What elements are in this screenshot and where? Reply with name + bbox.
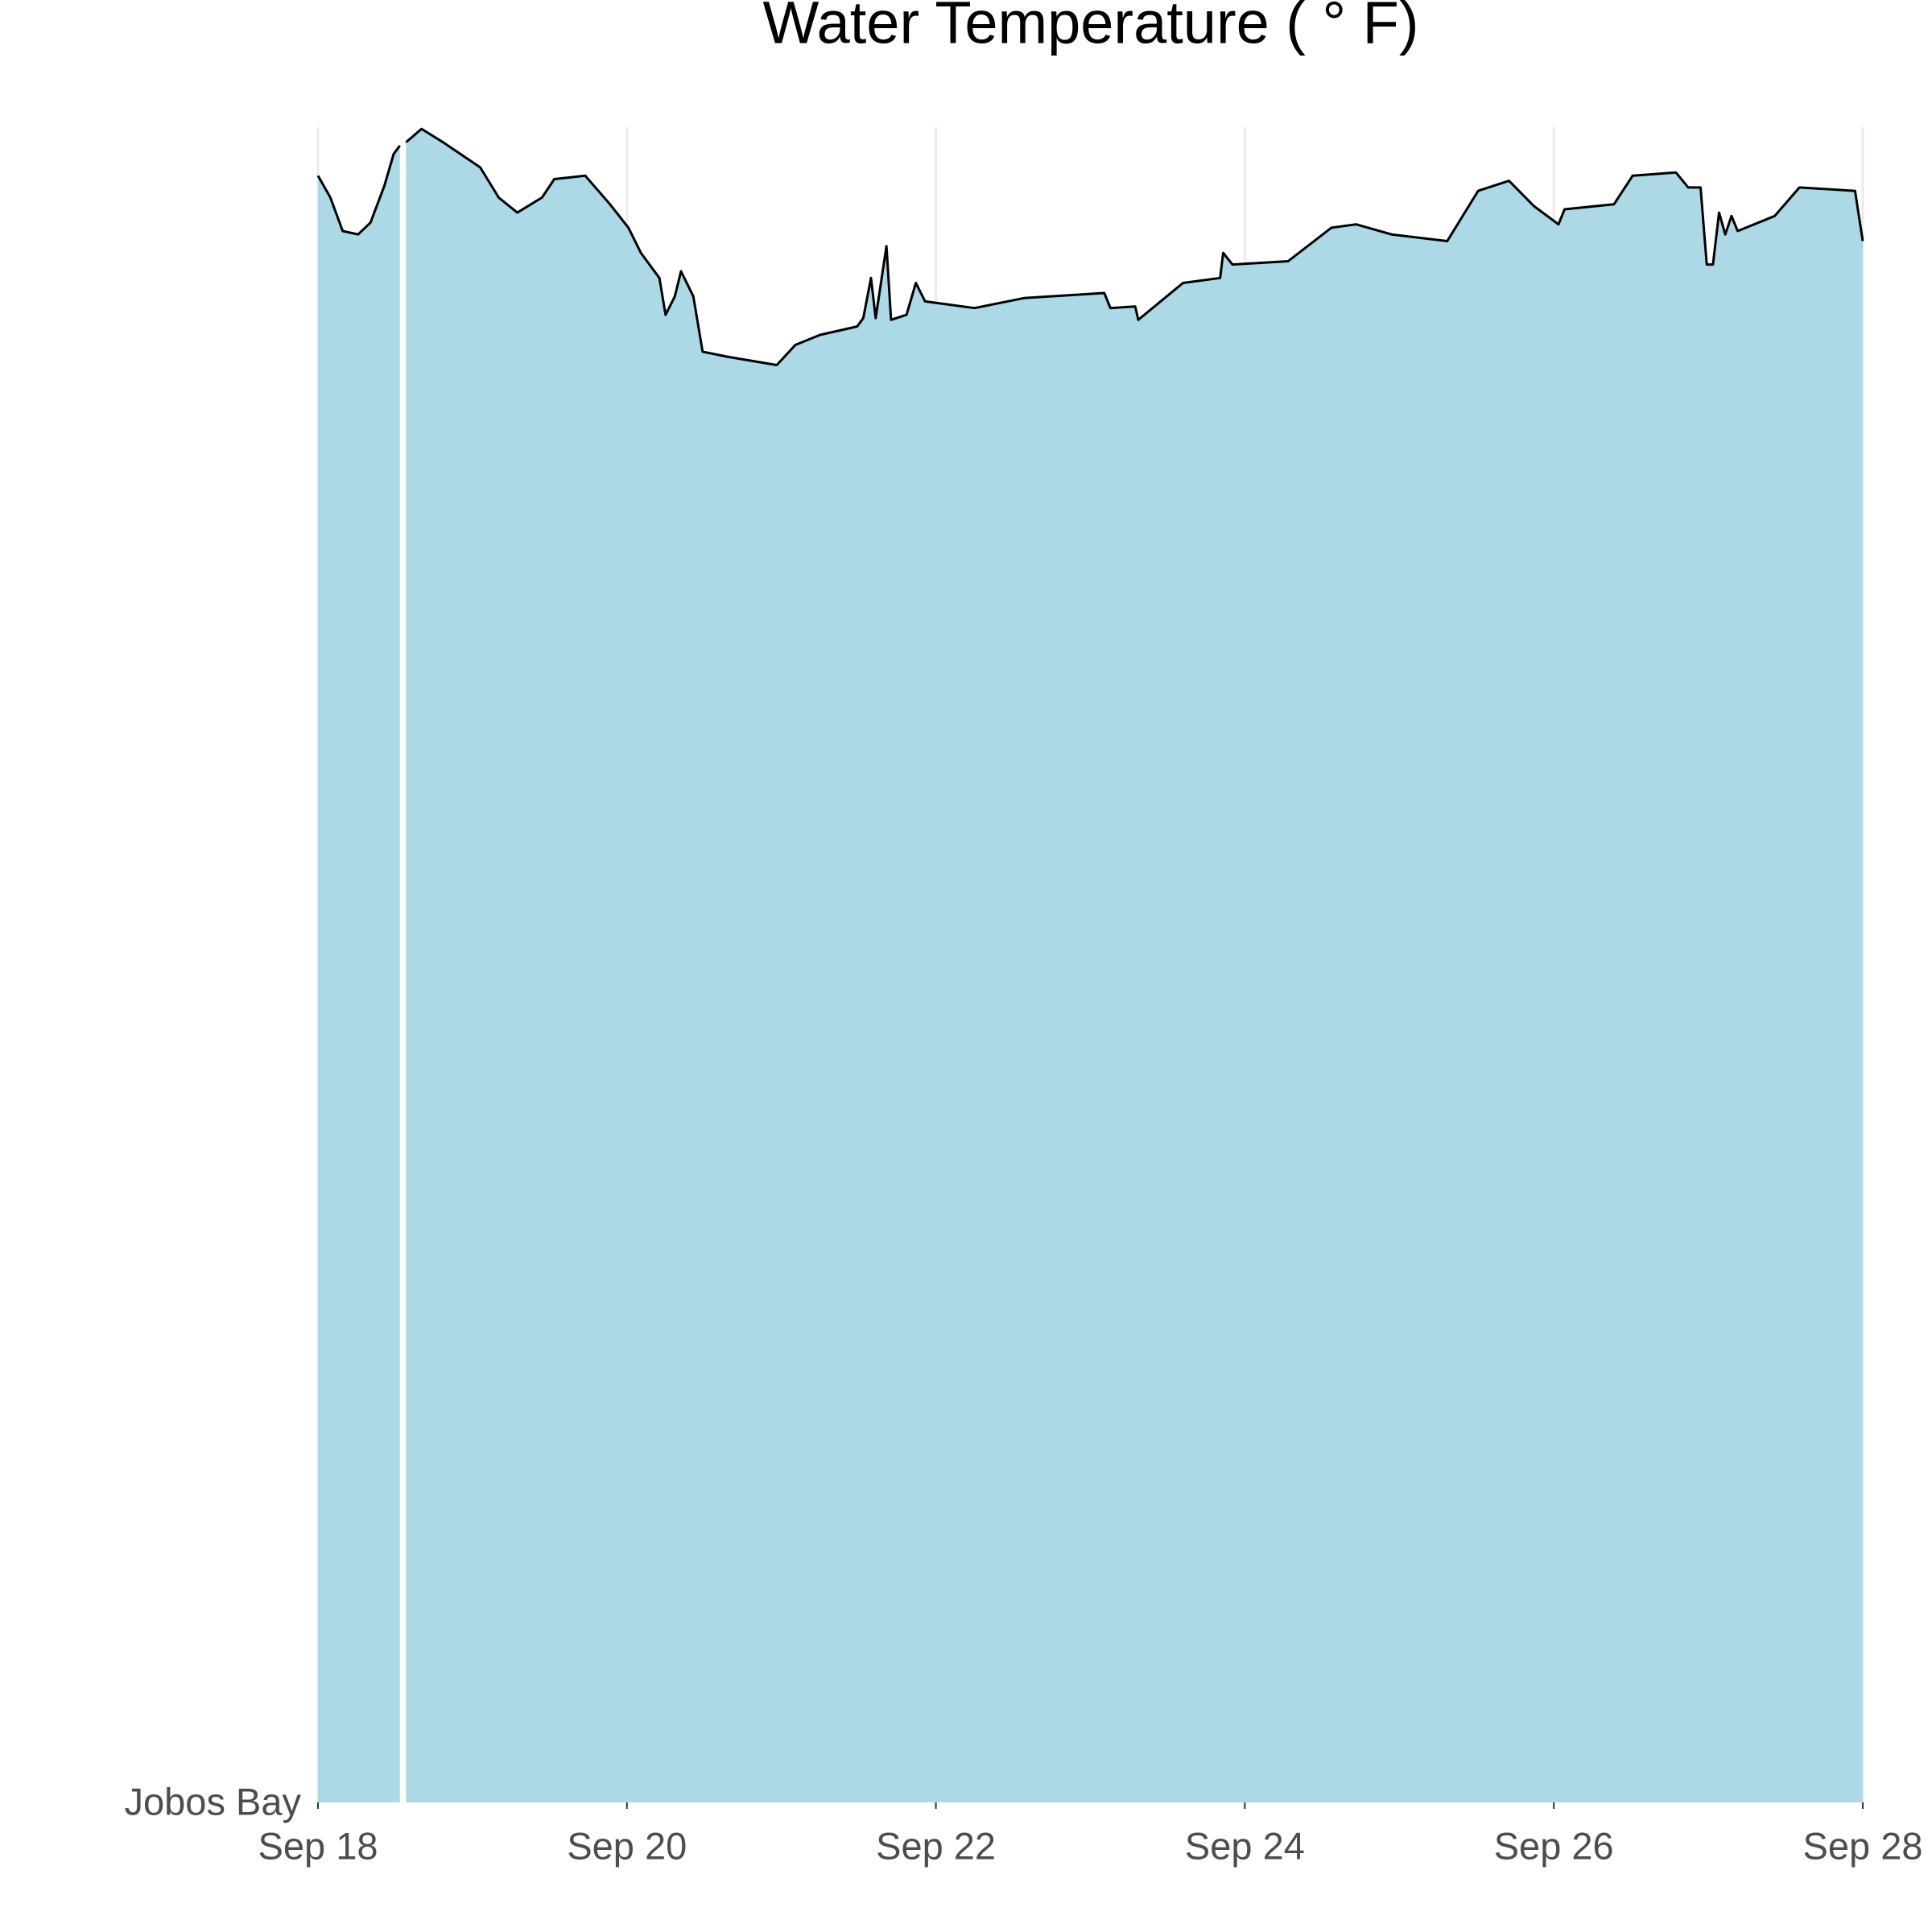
area: [318, 129, 1863, 1802]
x-tick-label: Sep 28: [1803, 1824, 1923, 1867]
x-tick-label: Sep 20: [567, 1824, 687, 1867]
x-tick-label: Sep 22: [876, 1824, 996, 1867]
y-category-label: Jobos Bay: [125, 1780, 302, 1823]
x-tick-label: Sep 26: [1494, 1824, 1614, 1867]
x-tick-label: Sep 24: [1185, 1824, 1305, 1867]
line: [316, 127, 1864, 366]
chart-title: Water Temperature ( ° F): [762, 0, 1418, 56]
x-tick-label: Sep 18: [258, 1824, 378, 1867]
